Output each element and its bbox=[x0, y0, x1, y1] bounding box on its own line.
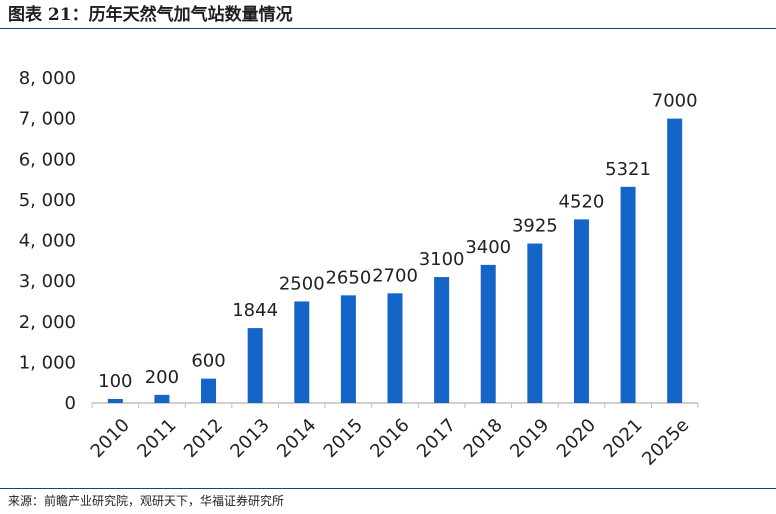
bottom-rule bbox=[0, 488, 776, 489]
x-tick-label: 2018 bbox=[460, 415, 507, 462]
x-tick-label: 2014 bbox=[273, 415, 320, 462]
y-tick-label: 8, 000 bbox=[19, 68, 76, 89]
y-tick-label: 7, 000 bbox=[19, 109, 76, 130]
y-tick-label: 5, 000 bbox=[19, 190, 76, 211]
x-axis-ticks: 2010 2011 2012 2013 2014 2015 2016 2017 2018 2019… bbox=[87, 403, 699, 470]
x-tick-label: 2012 bbox=[180, 415, 227, 462]
source-note: 来源：前瞻产业研究院，观研天下，华福证券研究所 bbox=[8, 494, 285, 508]
figure-title: 图表 21：历年天然气加气站数量情况 bbox=[8, 5, 293, 25]
x-tick-label: 2010 bbox=[87, 415, 134, 462]
bar bbox=[201, 378, 217, 403]
x-tick-label: 2015 bbox=[320, 415, 367, 462]
bar bbox=[434, 277, 450, 403]
data-label: 5321 bbox=[605, 159, 651, 180]
data-label: 2700 bbox=[372, 265, 418, 286]
data-label: 4520 bbox=[559, 191, 605, 212]
bar bbox=[667, 118, 683, 403]
bar-chart: 0 1, 000 2, 000 3, 000 4, 000 5, 000 6, 000 7, … bbox=[19, 68, 699, 470]
data-label: 7000 bbox=[652, 91, 698, 112]
data-label: 2500 bbox=[279, 273, 325, 294]
bar bbox=[387, 293, 403, 403]
bar bbox=[620, 186, 636, 403]
top-rule bbox=[0, 28, 776, 29]
x-tick-label: 2017 bbox=[413, 415, 460, 462]
y-tick-label: 2, 000 bbox=[19, 312, 76, 333]
y-axis-ticks: 0 1, 000 2, 000 3, 000 4, 000 5, 000 6, 000 7, … bbox=[19, 68, 76, 414]
data-label: 600 bbox=[191, 351, 225, 372]
bar bbox=[107, 398, 123, 403]
bar bbox=[480, 264, 496, 403]
bar bbox=[294, 301, 310, 403]
bar bbox=[340, 295, 356, 403]
y-tick-label: 3, 000 bbox=[19, 271, 76, 292]
x-tick-label: 2020 bbox=[553, 415, 600, 462]
data-label: 100 bbox=[98, 371, 132, 392]
bar bbox=[247, 328, 263, 403]
data-label: 2650 bbox=[325, 267, 371, 288]
x-tick-label: 2013 bbox=[226, 415, 273, 462]
y-tick-label: 1, 000 bbox=[19, 352, 76, 373]
y-tick-label: 0 bbox=[65, 393, 76, 414]
x-tick-label: 2011 bbox=[133, 415, 180, 462]
bar bbox=[573, 219, 589, 403]
bar bbox=[527, 243, 543, 403]
x-tick-label: 2019 bbox=[506, 415, 553, 462]
data-label: 1844 bbox=[232, 300, 278, 321]
data-label: 3925 bbox=[512, 216, 558, 237]
data-label: 3100 bbox=[419, 249, 465, 270]
y-tick-label: 6, 000 bbox=[19, 149, 76, 170]
data-label: 200 bbox=[145, 367, 179, 388]
bar bbox=[154, 394, 170, 403]
x-tick-label: 2016 bbox=[366, 415, 413, 462]
data-label: 3400 bbox=[465, 237, 511, 258]
bars bbox=[107, 118, 683, 403]
y-tick-label: 4, 000 bbox=[19, 231, 76, 252]
x-tick-label: 2025e bbox=[638, 415, 693, 470]
